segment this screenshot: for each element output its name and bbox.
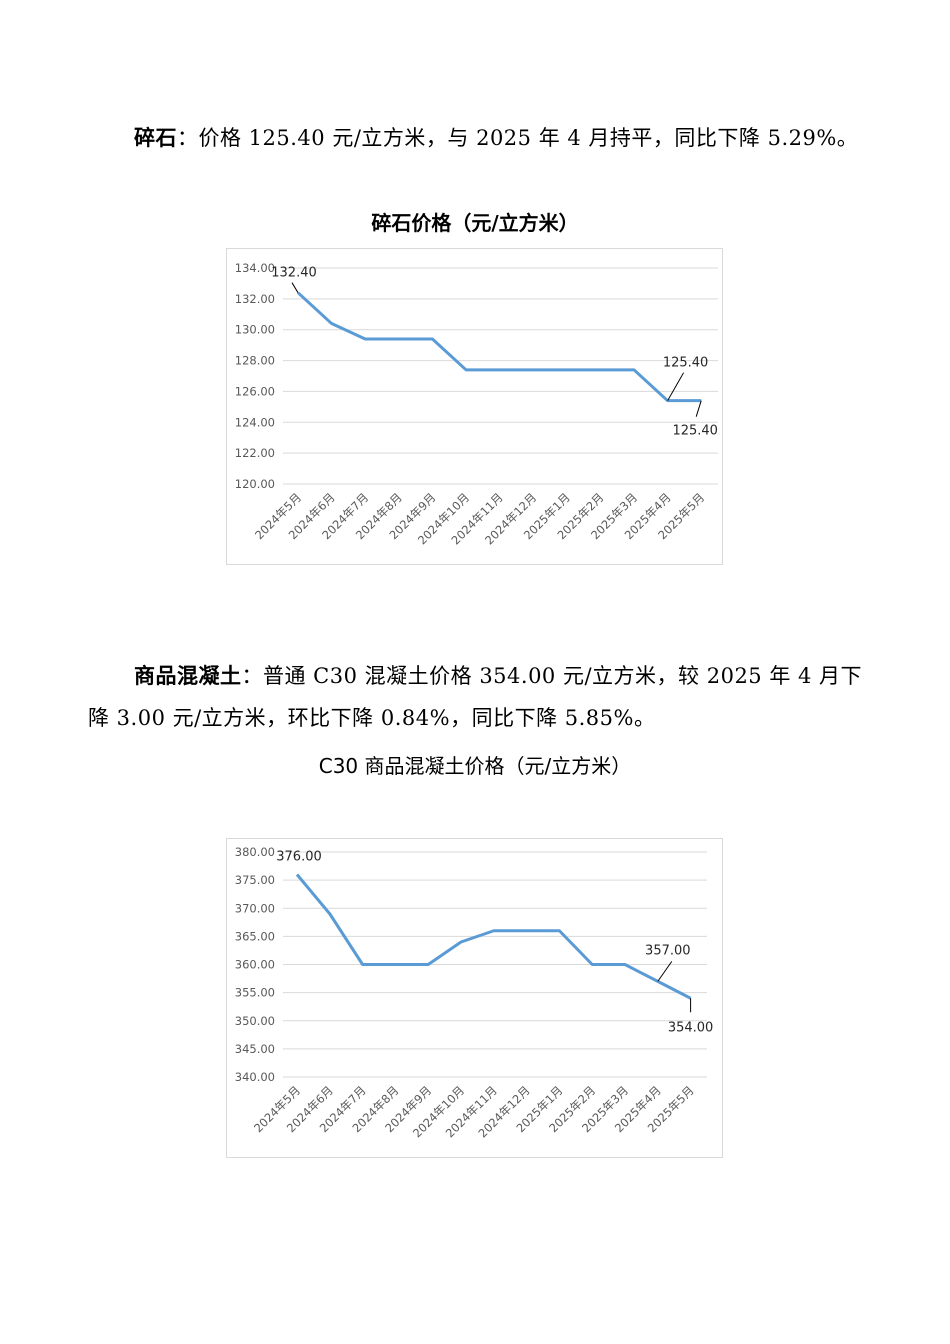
chart-gravel-ytick-label: 130.00 bbox=[235, 323, 275, 337]
chart-gravel-leader-line bbox=[291, 282, 299, 293]
chart-gravel-ytick-label: 122.00 bbox=[235, 446, 275, 460]
chart-concrete-box: 340.00 345.00 350.00 355.00 360.00 365.00 370.… bbox=[226, 838, 723, 1158]
chart-gravel-box: 120.00 122.00 124.00 126.00 128.00 130.00 132.… bbox=[226, 248, 723, 565]
chart-concrete: 340.00 345.00 350.00 355.00 360.00 365.00 370.… bbox=[235, 845, 714, 1140]
chart-gravel-data-label: 132.40 bbox=[271, 266, 317, 281]
chart-concrete-ytick-label: 380.00 bbox=[235, 845, 275, 859]
chart-gravel-ytick-label: 120.00 bbox=[235, 477, 275, 491]
chart-concrete-ytick-label: 340.00 bbox=[235, 1070, 275, 1084]
chart-concrete-data-label: 354.00 bbox=[668, 1020, 714, 1035]
chart-concrete-ytick-label: 360.00 bbox=[235, 958, 275, 972]
chart-concrete-data-label: 376.00 bbox=[276, 850, 322, 865]
chart-concrete-leader-line bbox=[657, 961, 673, 982]
paragraph-gravel-text: ：价格 125.40 元/立方米，与 2025 年 4 月持平，同比下降 5.2… bbox=[177, 126, 859, 150]
paragraph-gravel-lead: 碎石 bbox=[134, 125, 177, 150]
chart-concrete-series-line bbox=[295, 873, 692, 1000]
chart-gravel-data-label: 125.40 bbox=[663, 356, 709, 371]
chart-concrete-ytick-label: 355.00 bbox=[235, 986, 275, 1000]
chart-gravel-ytick-label: 132.00 bbox=[235, 292, 275, 306]
chart-gravel: 120.00 122.00 124.00 126.00 128.00 130.00 132.… bbox=[235, 261, 718, 547]
chart-concrete-ytick-label: 365.00 bbox=[235, 929, 275, 943]
paragraph-gravel: 碎石：价格 125.40 元/立方米，与 2025 年 4 月持平，同比下降 5… bbox=[88, 117, 864, 159]
chart-concrete-data-label: 357.00 bbox=[645, 943, 691, 958]
chart-gravel-leader-line bbox=[695, 400, 702, 417]
paragraph-concrete: 商品混凝土：普通 C30 混凝土价格 354.00 元/立方米，较 2025 年… bbox=[88, 655, 864, 739]
chart-gravel-title: 碎石价格（元/立方米） bbox=[371, 211, 579, 235]
chart-concrete-ytick-label: 345.00 bbox=[235, 1042, 275, 1056]
chart-gravel-series-line bbox=[296, 291, 702, 403]
chart-gravel-ytick-label: 128.00 bbox=[235, 354, 275, 368]
chart-gravel-ytick-label: 124.00 bbox=[235, 415, 275, 429]
paragraph-concrete-text: ：普通 C30 混凝土价格 354.00 元/立方米，较 2025 年 4 月下… bbox=[88, 664, 863, 730]
chart-gravel-data-label: 125.40 bbox=[672, 424, 718, 439]
paragraph-concrete-lead: 商品混凝土 bbox=[134, 663, 242, 688]
chart-concrete-ytick-label: 370.00 bbox=[235, 901, 275, 915]
chart-concrete-title: C30 商品混凝土价格（元/立方米） bbox=[318, 754, 632, 778]
chart-gravel-leader-line bbox=[667, 372, 685, 401]
chart-concrete-ytick-label: 350.00 bbox=[235, 1014, 275, 1028]
chart-gravel-ytick-label: 134.00 bbox=[235, 261, 275, 275]
chart-concrete-ytick-label: 375.00 bbox=[235, 873, 275, 887]
chart-gravel-ytick-label: 126.00 bbox=[235, 384, 275, 398]
